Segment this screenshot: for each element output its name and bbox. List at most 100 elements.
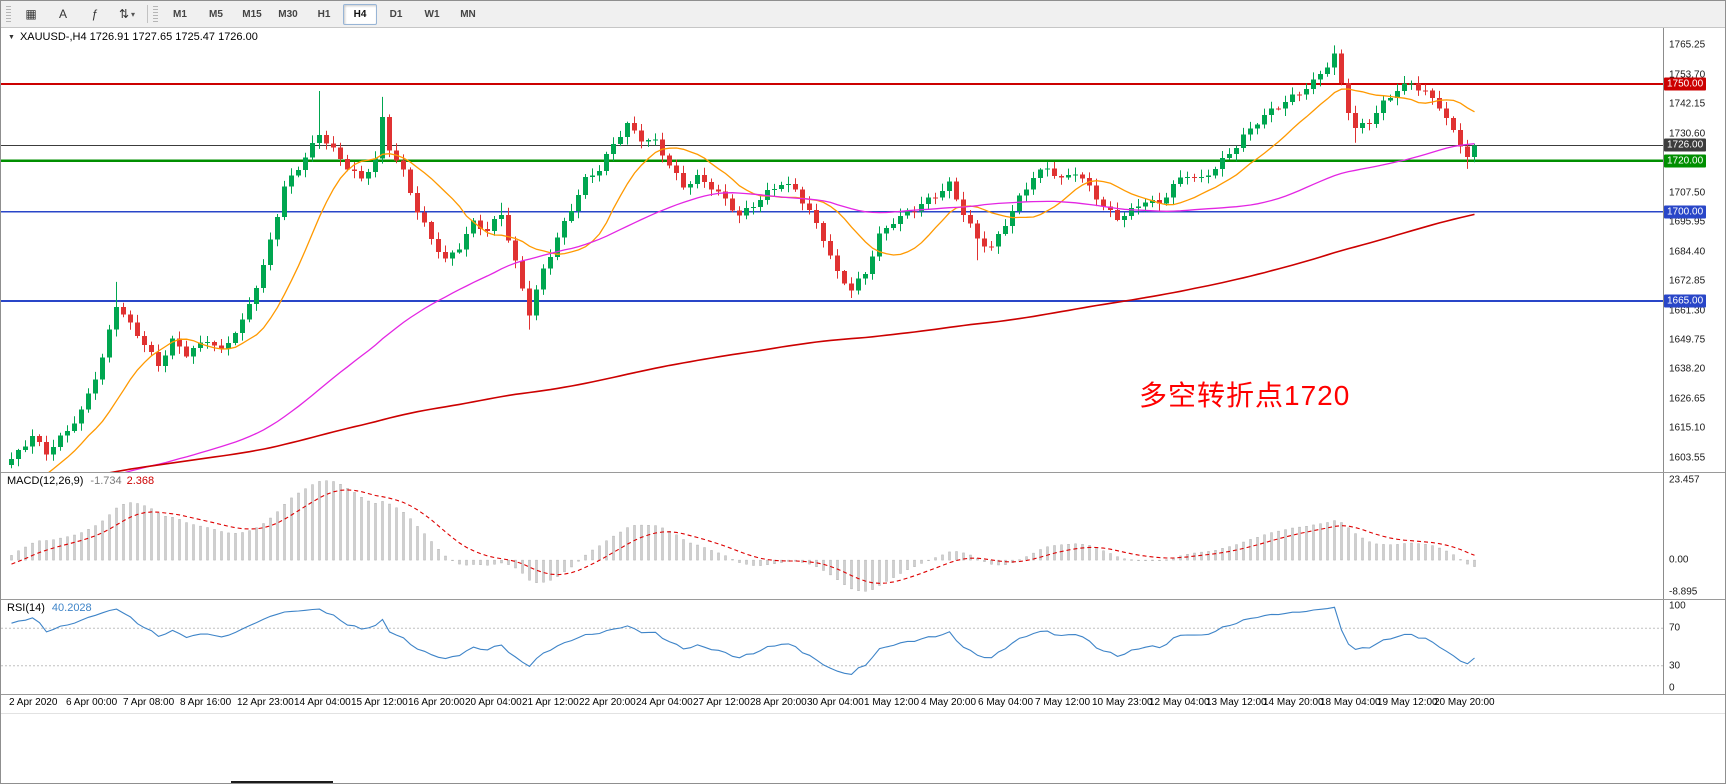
date-label: 22 Apr 20:00 [579,697,636,708]
date-label: 6 May 04:00 [978,697,1034,708]
indicator-axis-label: 23.457 [1669,474,1700,486]
price-tick-label: 1695.95 [1669,216,1706,228]
ma-fast-orange [48,88,1475,472]
date-label: 15 Apr 12:00 [351,697,408,708]
date-label: 6 Apr 00:00 [66,697,118,708]
indicators-button[interactable]: ƒ [91,7,99,21]
date-label: 20 May 20:00 [1434,697,1495,708]
rsi-line [11,606,1475,675]
price-tick-label: 1638.20 [1669,363,1706,375]
macd-label-bar: MACD(12,26,9) -1.734 2.368 [7,475,154,487]
ma-slow-red [109,213,1475,472]
timeframe-d1-button[interactable]: D1 [389,8,403,20]
charts-button[interactable]: ▦ [25,7,37,21]
timeframe-toolbar-gripper[interactable] [153,6,158,22]
annotation-text[interactable]: 多空转折点1720 [1139,380,1351,411]
level-price-label[interactable]: 1700.00 [1664,205,1707,219]
level-price-label[interactable]: 1720.00 [1664,154,1707,168]
date-label: 18 May 04:00 [1320,697,1381,708]
date-label: 21 Apr 12:00 [522,697,579,708]
date-label: 7 May 12:00 [1035,697,1091,708]
rsi-label: RSI(14) [7,602,45,614]
date-label: 4 May 20:00 [921,697,977,708]
rsi-label-bar: RSI(14) 40.2028 [7,602,92,614]
dropdown-caret-icon: ▾ [131,9,136,19]
macd-chart [1,473,1664,599]
date-label: 27 Apr 12:00 [693,697,750,708]
date-label: 13 May 12:00 [1206,697,1267,708]
rsi-value: 40.2028 [51,602,92,614]
date-label: 16 Apr 20:00 [408,697,465,708]
cycles-button[interactable]: ⇅ ▾ [118,7,136,21]
date-label: 12 May 04:00 [1149,697,1210,708]
timeframe-mn-button[interactable]: MN [460,8,476,20]
chart-title-bar: ▼ XAUUSD-,H4 1726.91 1727.65 1725.47 1726… [8,31,258,43]
date-label: 7 Apr 08:00 [123,697,175,708]
toolbar-gripper[interactable] [6,6,11,22]
price-tick-label: 1649.75 [1669,334,1706,346]
date-label: 14 May 20:00 [1263,697,1324,708]
time-axis[interactable]: 2 Apr 2020 6 Apr 00:00 7 Apr 08:00 8 Apr 16… [1,695,1725,713]
pane-separator[interactable] [1,472,1725,473]
macd-pane[interactable]: MACD(12,26,9) -1.734 2.368 23.457 0.00 -8.89… [1,473,1725,599]
bottom-artifact [231,781,333,783]
price-tick-label: 1661.30 [1669,305,1706,316]
indicator-axis-label: 70 [1669,622,1681,634]
timeframe-h1-button[interactable]: H1 [317,8,331,20]
bottom-strip [1,713,1725,783]
timeframe-w1-button[interactable]: W1 [424,8,440,20]
price-tick-label: 1707.50 [1669,187,1706,199]
indicator-axis-label: 100 [1669,600,1686,612]
text-tool-button[interactable]: A [58,7,67,21]
indicator-axis-label: -8.895 [1669,586,1698,598]
timeframe-m15-button[interactable]: M15 [242,8,262,20]
timeframe-h4-button[interactable]: H4 [343,3,377,25]
pane-separator [1,694,1725,695]
price-tick-label: 1626.65 [1669,393,1706,405]
chart-area: ▼ XAUUSD-,H4 1726.91 1727.65 1725.47 1726… [1,28,1725,783]
price-tick-label: 1753.70 [1669,69,1706,81]
pane-separator[interactable] [1,599,1725,600]
price-tick-label: 1672.85 [1669,275,1706,287]
current-price-label[interactable]: 1726.00 [1664,138,1707,152]
level-price-label[interactable]: 1665.00 [1664,294,1707,308]
date-label: 14 Apr 04:00 [294,697,351,708]
macd-main-value: -1.734 [90,475,122,487]
chart-title: XAUUSD-,H4 1726.91 1727.65 1725.47 1726.… [19,31,258,43]
date-label: 19 May 12:00 [1377,697,1438,708]
timeframe-m30-button[interactable]: M30 [278,8,298,20]
ma-mid-magenta [124,143,1475,472]
date-label: 28 Apr 20:00 [750,697,807,708]
price-tick-label: 1765.25 [1669,39,1706,51]
symbol-dropdown-icon[interactable]: ▼ [8,33,15,41]
rsi-pane[interactable]: RSI(14) 40.2028 100 70 30 0 [1,600,1725,694]
date-label: 12 Apr 23:00 [237,697,294,708]
indicator-axis-label: 0.00 [1669,554,1689,566]
toolbar-separator [147,5,148,23]
macd-label: MACD(12,26,9) [7,475,84,487]
price-tick-label: 1742.15 [1669,98,1706,110]
date-label: 8 Apr 16:00 [180,697,232,708]
date-label: 24 Apr 04:00 [636,697,693,708]
candlestick-chart [1,28,1664,472]
rsi-chart [1,600,1664,694]
date-label: 10 May 23:00 [1092,697,1153,708]
date-label: 20 Apr 04:00 [465,697,522,708]
price-pane[interactable]: ▼ XAUUSD-,H4 1726.91 1727.65 1725.47 1726… [1,28,1725,472]
date-label: 1 May 12:00 [864,697,920,708]
price-tick-label: 1730.60 [1669,128,1706,140]
date-label: 2 Apr 2020 [9,697,58,708]
price-tick-label: 1603.55 [1669,452,1706,464]
macd-signal-value: 2.368 [126,475,155,487]
indicator-axis-label: 30 [1669,660,1681,672]
indicator-axis-label: 0 [1669,682,1675,694]
price-tick-label: 1684.40 [1669,246,1706,257]
timeframe-m1-button[interactable]: M1 [173,8,187,20]
macd-signal-line [11,489,1475,584]
timeframe-m5-button[interactable]: M5 [209,8,223,20]
date-label: 30 Apr 04:00 [807,697,864,708]
level-price-label[interactable]: 1750.00 [1664,77,1707,91]
price-tick-label: 1615.10 [1669,422,1706,434]
